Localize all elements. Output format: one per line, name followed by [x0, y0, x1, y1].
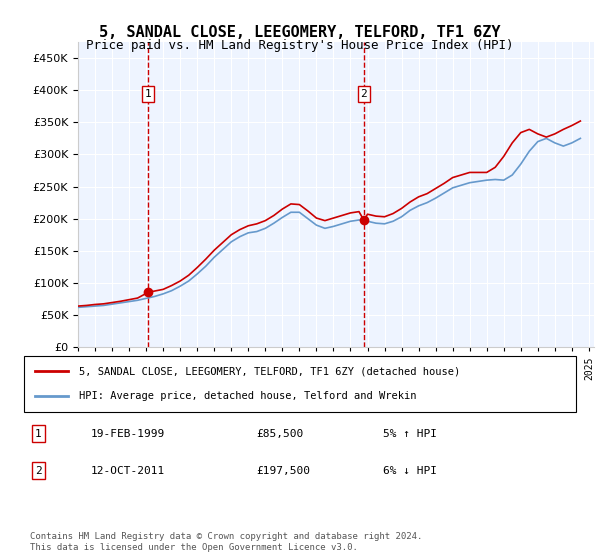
- Text: 5, SANDAL CLOSE, LEEGOMERY, TELFORD, TF1 6ZY: 5, SANDAL CLOSE, LEEGOMERY, TELFORD, TF1…: [99, 25, 501, 40]
- FancyBboxPatch shape: [24, 356, 576, 412]
- Text: 5, SANDAL CLOSE, LEEGOMERY, TELFORD, TF1 6ZY (detached house): 5, SANDAL CLOSE, LEEGOMERY, TELFORD, TF1…: [79, 366, 460, 376]
- Text: 2: 2: [361, 89, 367, 99]
- Text: HPI: Average price, detached house, Telford and Wrekin: HPI: Average price, detached house, Telf…: [79, 391, 416, 401]
- Text: 12-OCT-2011: 12-OCT-2011: [90, 466, 164, 476]
- Text: 1: 1: [35, 429, 42, 439]
- Text: 5% ↑ HPI: 5% ↑ HPI: [383, 429, 437, 439]
- Text: 1: 1: [145, 89, 152, 99]
- Text: 2: 2: [35, 466, 42, 476]
- Text: £85,500: £85,500: [256, 429, 303, 439]
- Text: 6% ↓ HPI: 6% ↓ HPI: [383, 466, 437, 476]
- Text: 19-FEB-1999: 19-FEB-1999: [90, 429, 164, 439]
- Text: Contains HM Land Registry data © Crown copyright and database right 2024.
This d: Contains HM Land Registry data © Crown c…: [30, 532, 422, 552]
- Text: Price paid vs. HM Land Registry's House Price Index (HPI): Price paid vs. HM Land Registry's House …: [86, 39, 514, 52]
- Text: £197,500: £197,500: [256, 466, 310, 476]
